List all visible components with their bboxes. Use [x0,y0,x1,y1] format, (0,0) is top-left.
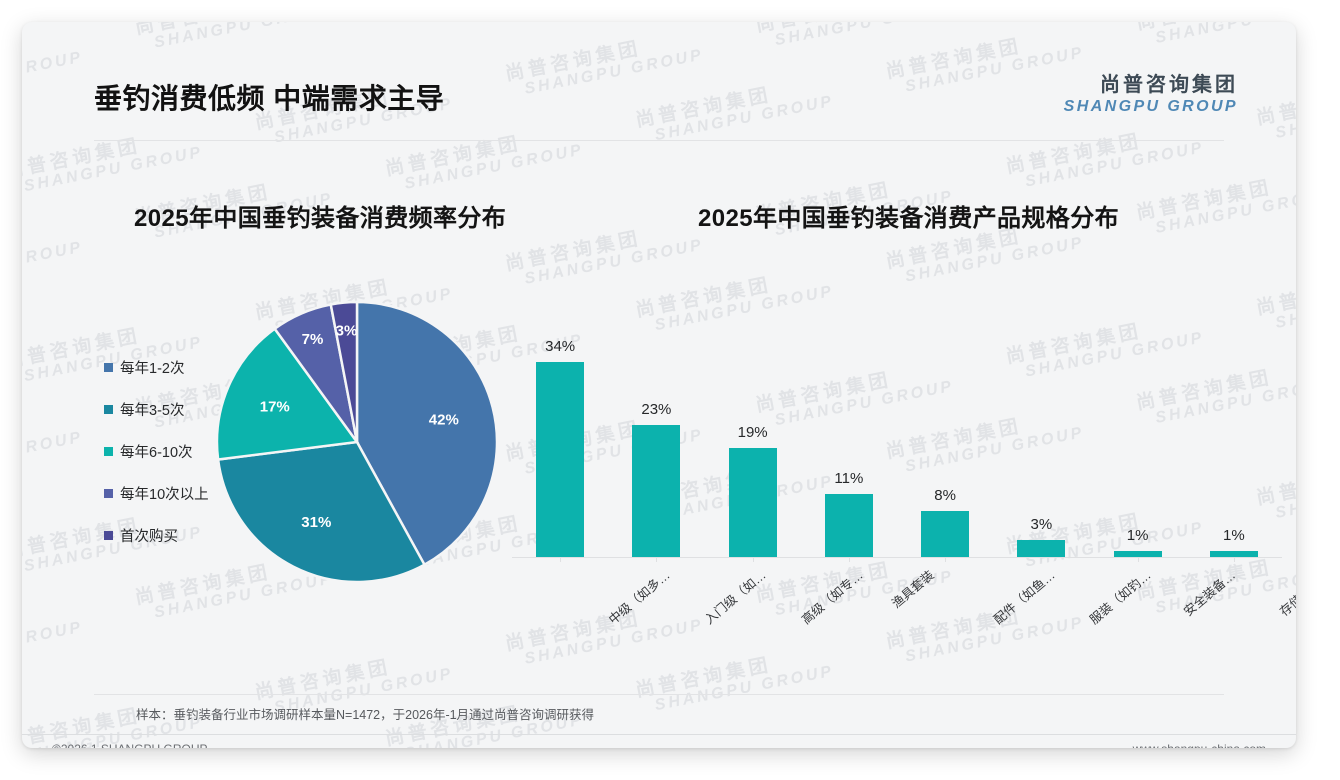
bar-rect[interactable] [824,493,873,557]
header-divider [94,140,1224,141]
legend-color-swatch-icon [104,405,113,414]
bar-category-label: 中级（如多… [606,568,673,628]
page-title: 垂钓消费低频 中端需求主导 [94,83,445,114]
bar-rect[interactable] [632,425,681,557]
bar-category-label: 入门级（如… [702,568,769,628]
bar-chart-title: 2025年中国垂钓装备消费产品规格分布 [698,205,1119,232]
bar-column[interactable]: 3% [993,307,1089,557]
pie-slice-value-label: 7% [302,331,324,348]
bar-rect[interactable] [728,448,777,557]
axis-tick [752,557,754,562]
axis-tick [848,557,850,562]
sample-note: 样本：垂钓装备行业市场调研样本量N=1472，于2026年-1月通过尚普咨询调研… [136,708,595,722]
bar-value-label: 34% [545,337,576,355]
bar-category-labels: 中级（如多… 入门级（如… 高级（如专… 渔具套装 配件（如鱼… 服装（如钓… 安全装备… 存… [512,565,1296,660]
slide-header: 垂钓消费低频 中端需求主导 尚普咨询集团 SHANGPU GROUP [22,22,1296,128]
pie-slice[interactable] [215,326,360,461]
bar-rect[interactable] [1017,539,1066,557]
pie-legend-label: 每年6-10次 [120,445,193,461]
brand-logo: 尚普咨询集团 SHANGPU GROUP [1064,74,1238,116]
pie-slice[interactable] [355,300,499,567]
bar-category-label: 安全装备… [1180,568,1238,619]
legend-color-swatch-icon [104,447,113,456]
pie-slice[interactable] [329,300,359,443]
pie-slice-value-label: 17% [260,398,290,415]
footer-divider [22,734,1296,735]
axis-tick [1233,557,1235,562]
bar-rect[interactable] [1209,551,1258,557]
pie-slice-value-label: 42% [429,412,459,429]
bar-column[interactable]: 34% [512,307,608,557]
bar-column[interactable]: 19% [705,307,801,557]
pie-chart-title: 2025年中国垂钓装备消费频率分布 [134,205,507,232]
pie-slice-value-label: 3% [336,322,358,339]
pie-legend-item[interactable]: 首次购买 [104,525,209,546]
pie-graphic: 42% 31% 17% 7% 3% [215,300,499,584]
copyright-text: ©2026.1 SHANGPU GROUP [52,742,208,748]
bar-category-label: 配件（如鱼… [991,568,1058,628]
bar-category-label: 渔具套装 [889,568,937,611]
pie-legend: 每年1-2次 每年3-5次 每年6-10次 每年10次以上 首次购买 [104,357,209,567]
axis-tick [945,557,947,562]
bar-category-label: 服装（如钓… [1087,568,1154,628]
legend-color-swatch-icon [104,489,113,498]
bar-value-label: 8% [934,487,956,505]
pie-legend-label: 每年10次以上 [120,487,209,503]
logo-english-text: SHANGPU GROUP [1063,98,1238,115]
bar-value-label: 11% [834,469,864,487]
axis-tick [1041,557,1043,562]
axis-tick [656,557,658,562]
bar-column[interactable]: 1% [1090,307,1186,557]
bar-category-label: 高级（如专… [798,568,866,628]
pie-legend-item[interactable]: 每年10次以上 [104,483,209,504]
bar-column[interactable]: 1% [1186,307,1282,557]
bar-value-label: 19% [737,424,768,441]
bar-column[interactable]: 11% [801,307,897,557]
axis-tick [1137,557,1139,562]
pie-legend-item[interactable]: 每年6-10次 [104,441,209,462]
pie-chart: 每年1-2次 每年3-5次 每年6-10次 每年10次以上 首次购买 42% 31% 17%… [82,277,512,607]
pie-legend-item[interactable]: 每年3-5次 [104,399,209,420]
bar-category-label: 存储运输… [1277,568,1296,619]
bar-value-label: 1% [1223,527,1245,545]
logo-chinese-text: 尚普咨询集团 [1100,74,1238,96]
bar-rect[interactable] [1113,551,1162,557]
bar-chart: 34% 23% 19% 11% 8% 3% 1% 1% 中级（如多… 入门级（如… 高级（如专… 渔… [502,272,1296,672]
bar-value-label: 23% [641,401,672,419]
bar-column[interactable]: 8% [897,307,993,557]
bar-value-label: 1% [1126,527,1149,545]
pie-legend-label: 每年1-2次 [120,361,185,377]
pie-legend-label: 每年3-5次 [120,403,185,419]
legend-color-swatch-icon [104,531,113,540]
pie-legend-label: 首次购买 [120,529,178,545]
pie-slice[interactable] [216,440,427,584]
axis-tick [560,557,562,562]
bar-rect[interactable] [921,511,970,557]
bar-rect[interactable] [536,361,585,557]
bar-value-label: 3% [1030,515,1053,533]
footnote-divider [94,694,1224,695]
website-link[interactable]: www.shangpu-china.com [1133,742,1266,748]
legend-color-swatch-icon [104,363,113,372]
pie-slice-value-label: 31% [301,514,331,531]
bar-series: 34% 23% 19% 11% 8% 3% 1% 1% [512,307,1282,557]
bar-column[interactable]: 23% [608,307,704,557]
pie-legend-item[interactable]: 每年1-2次 [104,357,209,378]
bar-baseline-axis [512,557,1282,558]
